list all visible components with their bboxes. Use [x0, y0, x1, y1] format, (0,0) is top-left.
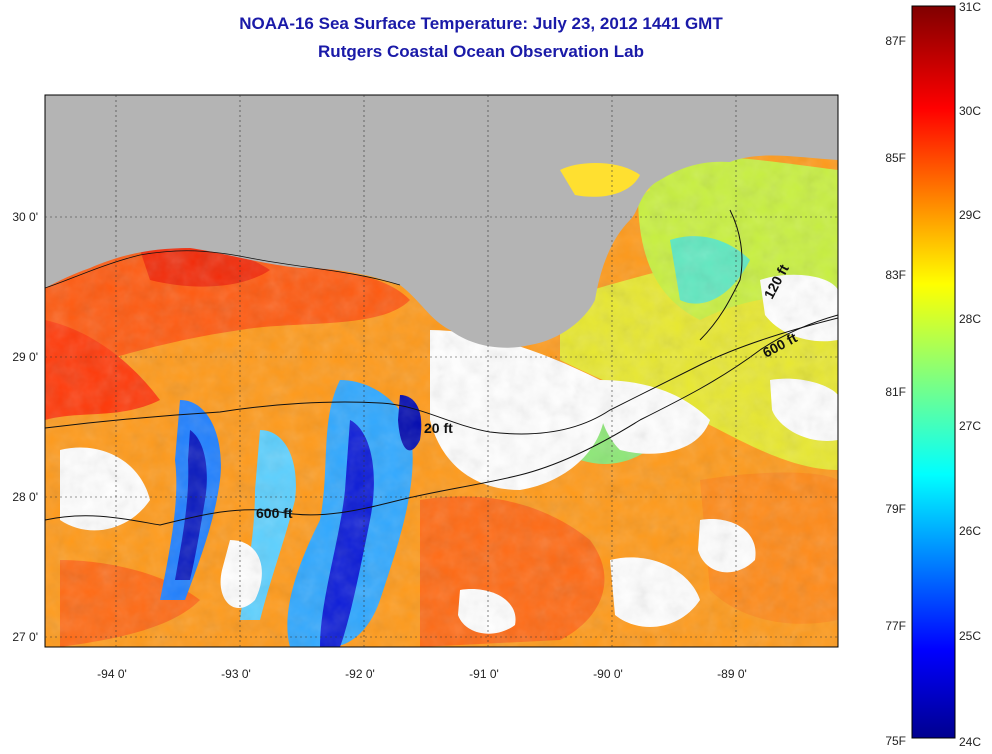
lon-tick-93: -93 0'	[221, 667, 251, 681]
cb-f-85: 85F	[885, 151, 906, 165]
cb-c-29: 29C	[959, 208, 981, 222]
cb-c-27: 27C	[959, 419, 981, 433]
cb-c-24: 24C	[959, 735, 981, 749]
lon-tick-90: -90 0'	[593, 667, 623, 681]
cb-c-31: 31C	[959, 0, 981, 14]
cb-f-87: 87F	[885, 34, 906, 48]
cb-c-28: 28C	[959, 312, 981, 326]
lon-tick-92: -92 0'	[345, 667, 375, 681]
cb-f-77: 77F	[885, 619, 906, 633]
cb-f-79: 79F	[885, 502, 906, 516]
map-frame	[44, 94, 839, 648]
cb-f-83: 83F	[885, 268, 906, 282]
graticule	[45, 95, 838, 647]
lon-tick-91: -91 0'	[469, 667, 499, 681]
cb-c-26: 26C	[959, 524, 981, 538]
lat-tick-30: 30 0'	[12, 210, 38, 224]
map-title: NOAA-16 Sea Surface Temperature: July 23…	[239, 14, 723, 33]
lon-tick-89: -89 0'	[717, 667, 747, 681]
lon-tick-94: -94 0'	[97, 667, 127, 681]
map-subtitle: Rutgers Coastal Ocean Observation Lab	[318, 42, 644, 61]
lat-tick-29: 29 0'	[12, 350, 38, 364]
contour-label-600ft-west: 600 ft	[256, 505, 293, 521]
colorbar	[911, 5, 956, 739]
contour-label-20ft: 20 ft	[424, 420, 453, 436]
cb-f-75: 75F	[885, 734, 906, 748]
cb-c-25: 25C	[959, 629, 981, 643]
lat-tick-28: 28 0'	[12, 490, 38, 504]
lat-tick-27: 27 0'	[12, 630, 38, 644]
cb-c-30: 30C	[959, 104, 981, 118]
sst-field	[45, 95, 838, 647]
cb-f-81: 81F	[885, 385, 906, 399]
